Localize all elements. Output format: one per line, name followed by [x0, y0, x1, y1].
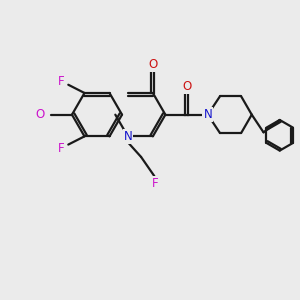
Text: F: F: [58, 75, 64, 88]
Text: F: F: [58, 142, 64, 154]
Text: O: O: [148, 58, 158, 71]
Text: O: O: [35, 108, 45, 121]
Text: O: O: [182, 80, 191, 93]
Text: N: N: [203, 108, 212, 121]
Text: F: F: [152, 177, 158, 190]
Text: N: N: [124, 130, 132, 143]
